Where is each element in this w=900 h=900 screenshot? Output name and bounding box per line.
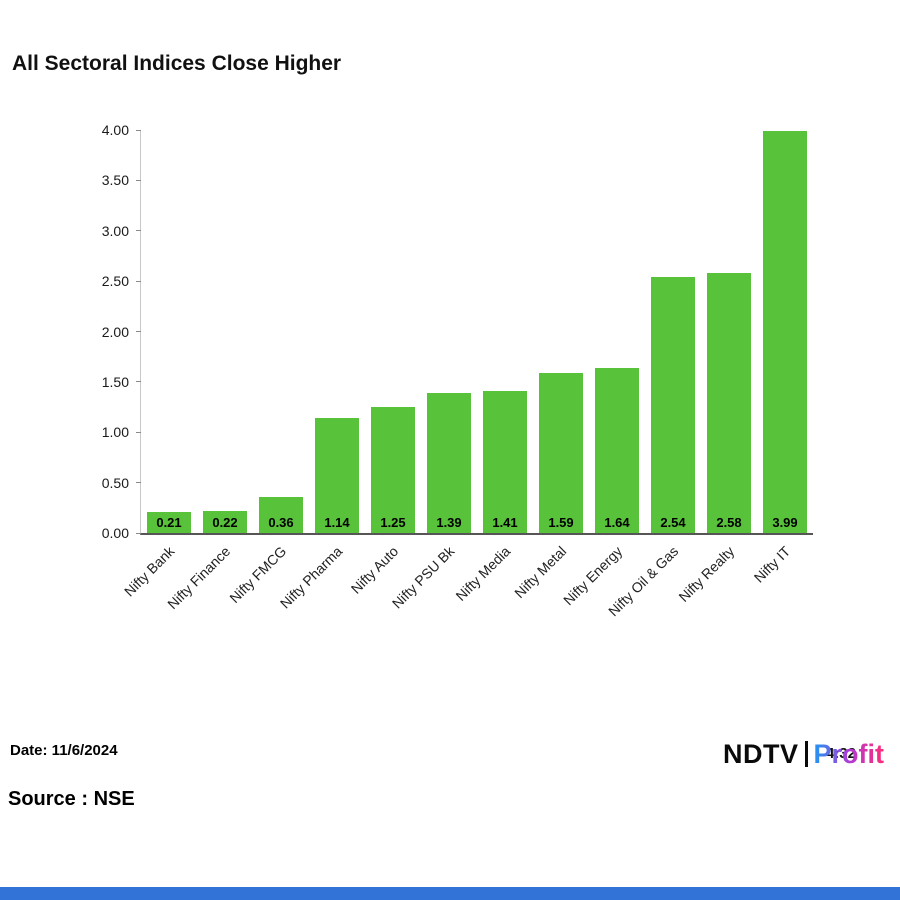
bar [483,390,527,533]
y-tick-label: 2.00 [101,323,129,340]
bottom-accent-bar [0,887,900,900]
y-tick-label: 1.00 [101,424,129,441]
profit-logo-text: Profit [813,738,885,769]
y-tick-label: 3.00 [101,222,129,239]
y-tick-label: 0.50 [101,474,129,491]
bar-value-label: 0.21 [156,515,182,530]
bar [259,496,303,533]
y-tick-mark [136,129,141,131]
bar [651,277,695,533]
y-tick-label: 4.00 [101,122,129,138]
bar [539,372,583,533]
logo-divider [804,741,808,767]
bar-value-label: 1.14 [324,515,350,530]
y-tick-mark [136,482,141,484]
bar-value-label: 0.36 [268,515,294,530]
bar-value-label: 3.99 [772,515,798,530]
source-label: Source : NSE [8,788,135,810]
bar-value-label: 1.59 [548,515,574,530]
bar [203,510,247,533]
bar [427,392,471,533]
y-tick-mark [136,179,141,181]
logo-overlay-text: 4:32 [826,745,856,762]
y-tick-mark [136,331,141,332]
bar-value-label: 1.41 [492,515,518,530]
y-tick-label: 0.00 [101,525,129,541]
y-tick-label: 2.50 [101,273,129,290]
x-tick-label: Nifty Finance [164,543,234,613]
ndtv-logo-text: NDTV [723,738,799,769]
bar-value-label: 1.39 [436,515,462,530]
bar [147,511,191,533]
bar [595,367,639,533]
x-tick-label: Nifty IT [750,543,794,586]
bar [315,418,359,533]
x-tick-label: Nifty Energy [560,543,626,609]
bar [371,407,415,533]
bar [707,273,751,533]
chart-title: All Sectoral Indices Close Higher [12,52,342,75]
bar-value-label: 2.58 [716,515,742,530]
bar [763,131,807,533]
bar-value-label: 1.64 [604,515,630,530]
x-tick-label: Nifty Realty [675,543,738,605]
x-tick-label: Nifty FMCG [226,543,290,607]
ndtv-profit-logo: 4:32 NDTV Profit [723,736,884,772]
bar-chart: 0.00 0.50 1.00 1.50 2.00 2.50 3.00 3.50 4.00 0.21… [102,122,813,619]
y-tick-mark [136,381,141,383]
x-tick-label: Nifty Pharma [276,543,346,612]
y-tick-mark [136,431,141,433]
x-tick-label: Nifty PSU Bk [388,543,458,612]
y-tick-mark [136,230,141,232]
date-label: Date: 11/6/2024 [10,742,118,759]
bar-value-label: 1.25 [380,515,406,530]
y-tick-label: 1.50 [101,373,129,390]
bar-value-label: 0.22 [212,515,238,530]
x-tick-label: Nifty Metal [511,543,570,602]
x-tick-label: Nifty Auto [347,543,402,597]
y-tick-mark [136,280,141,282]
x-tick-label: Nifty Oil & Gas [605,543,682,620]
y-tick-label: 3.50 [101,172,129,189]
x-tick-label: Nifty Bank [120,543,178,600]
y-tick-mark [136,532,141,534]
x-tick-label: Nifty Media [452,543,514,604]
bar-value-label: 2.54 [660,515,686,530]
